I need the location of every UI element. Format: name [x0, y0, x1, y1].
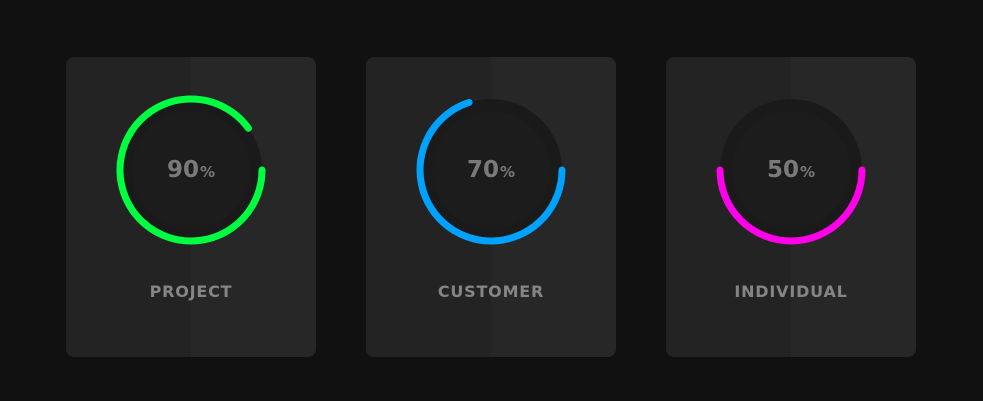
- card-label: CUSTOMER: [437, 282, 545, 301]
- card-label: INDIVIDUAL: [734, 282, 848, 301]
- progress-ring: 90%: [116, 95, 266, 245]
- progress-arc: [116, 95, 266, 245]
- progress-arc: [416, 98, 566, 245]
- card-project: 90% PROJECT: [66, 57, 316, 357]
- percent-sign: %: [799, 163, 816, 181]
- percent-value: 50%: [716, 95, 866, 245]
- percent-value: 90%: [116, 95, 266, 245]
- ring-inner: [732, 111, 850, 229]
- percent-value: 70%: [416, 95, 566, 245]
- card-label: PROJECT: [149, 282, 233, 301]
- percent-number: 50: [766, 157, 799, 183]
- percent-sign: %: [199, 163, 216, 181]
- ring-inner: [132, 111, 250, 229]
- card-customer: 70% CUSTOMER: [366, 57, 616, 357]
- progress-ring-svg: [116, 95, 266, 245]
- percent-number: 70: [466, 157, 499, 183]
- ring-inner: [432, 111, 550, 229]
- progress-ring-svg: [416, 98, 566, 245]
- progress-ring: 70%: [416, 95, 566, 245]
- percent-sign: %: [499, 163, 516, 181]
- card-individual: 50% INDIVIDUAL: [666, 57, 916, 357]
- percent-number: 90: [166, 157, 199, 183]
- progress-arc: [716, 166, 866, 245]
- progress-ring: 50%: [716, 95, 866, 245]
- progress-ring-svg: [716, 99, 866, 245]
